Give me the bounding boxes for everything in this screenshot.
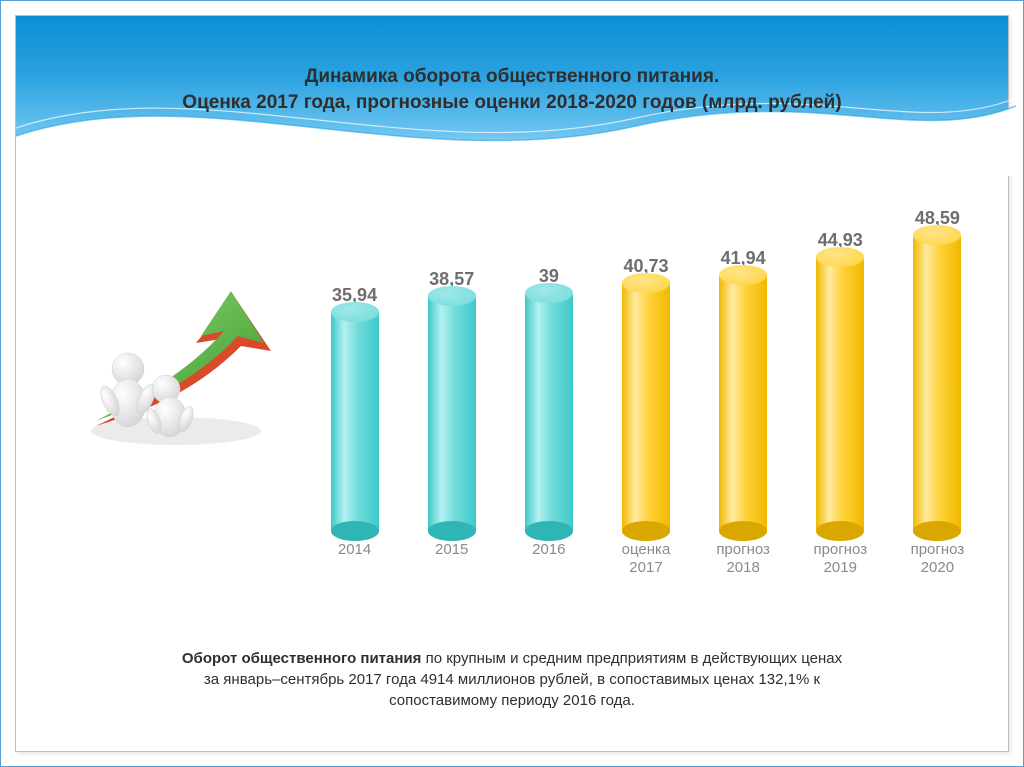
- bar-top-face: [816, 247, 864, 267]
- footnote-line3: сопоставимому периоду 2016 года.: [389, 692, 635, 709]
- x-axis-label: 2016: [504, 541, 594, 591]
- bar: [428, 296, 476, 531]
- bar-bottom-face: [622, 521, 670, 541]
- bar-wrap: 41,94: [698, 248, 788, 531]
- bar-wrap: 40,73: [601, 256, 691, 531]
- bar-body: [622, 283, 670, 531]
- bar: [331, 312, 379, 531]
- x-axis-label: оценка2017: [601, 541, 691, 591]
- bar-bottom-face: [816, 521, 864, 541]
- bar-bottom-face: [331, 521, 379, 541]
- bar-body: [719, 275, 767, 531]
- x-axis: 201420152016оценка2017прогноз2018прогноз…: [306, 541, 986, 591]
- bar-body: [525, 293, 573, 531]
- footnote-line1: по крупным и средним предприятиям в дейс…: [426, 650, 843, 667]
- bar-chart: 35,9438,573940,7341,9444,9348,59 2014201…: [306, 191, 986, 591]
- bar: [816, 257, 864, 531]
- bar-bottom-face: [913, 521, 961, 541]
- bar: [525, 293, 573, 531]
- x-axis-label: прогноз2018: [698, 541, 788, 591]
- bar-top-face: [525, 283, 573, 303]
- x-axis-label: прогноз2019: [795, 541, 885, 591]
- x-axis-label: 2014: [310, 541, 400, 591]
- slide-card: Динамика оборота общественного питания. …: [15, 15, 1009, 752]
- footnote-text: Оборот общественного питания по крупным …: [76, 648, 948, 711]
- bar: [913, 235, 961, 531]
- bar-body: [331, 312, 379, 531]
- bar-top-face: [913, 225, 961, 245]
- bar-top-face: [428, 286, 476, 306]
- bars-row: 35,9438,573940,7341,9444,9348,59: [306, 201, 986, 531]
- bar-bottom-face: [428, 521, 476, 541]
- bar-wrap: 35,94: [310, 285, 400, 531]
- bar-bottom-face: [719, 521, 767, 541]
- footnote-bold: Оборот общественного питания: [182, 650, 426, 667]
- bar-top-face: [622, 273, 670, 293]
- title-line-1: Динамика оборота общественного питания.: [16, 64, 1008, 90]
- bar-wrap: 48,59: [892, 208, 982, 531]
- bar: [622, 283, 670, 531]
- bar-body: [913, 235, 961, 531]
- footnote-line2: за январь–сентябрь 2017 года 4914 миллио…: [204, 671, 820, 688]
- bar-wrap: 44,93: [795, 230, 885, 531]
- bar: [719, 275, 767, 531]
- growth-arrow-with-figures-icon: [66, 251, 276, 451]
- bar-top-face: [331, 302, 379, 322]
- bar-body: [816, 257, 864, 531]
- bar-wrap: 38,57: [407, 269, 497, 531]
- x-axis-label: прогноз2020: [892, 541, 982, 591]
- bar-body: [428, 296, 476, 531]
- title-line-2: Оценка 2017 года, прогнозные оценки 2018…: [16, 90, 1008, 116]
- x-axis-label: 2015: [407, 541, 497, 591]
- bar-bottom-face: [525, 521, 573, 541]
- bar-wrap: 39: [504, 266, 594, 531]
- chart-title: Динамика оборота общественного питания. …: [16, 64, 1008, 115]
